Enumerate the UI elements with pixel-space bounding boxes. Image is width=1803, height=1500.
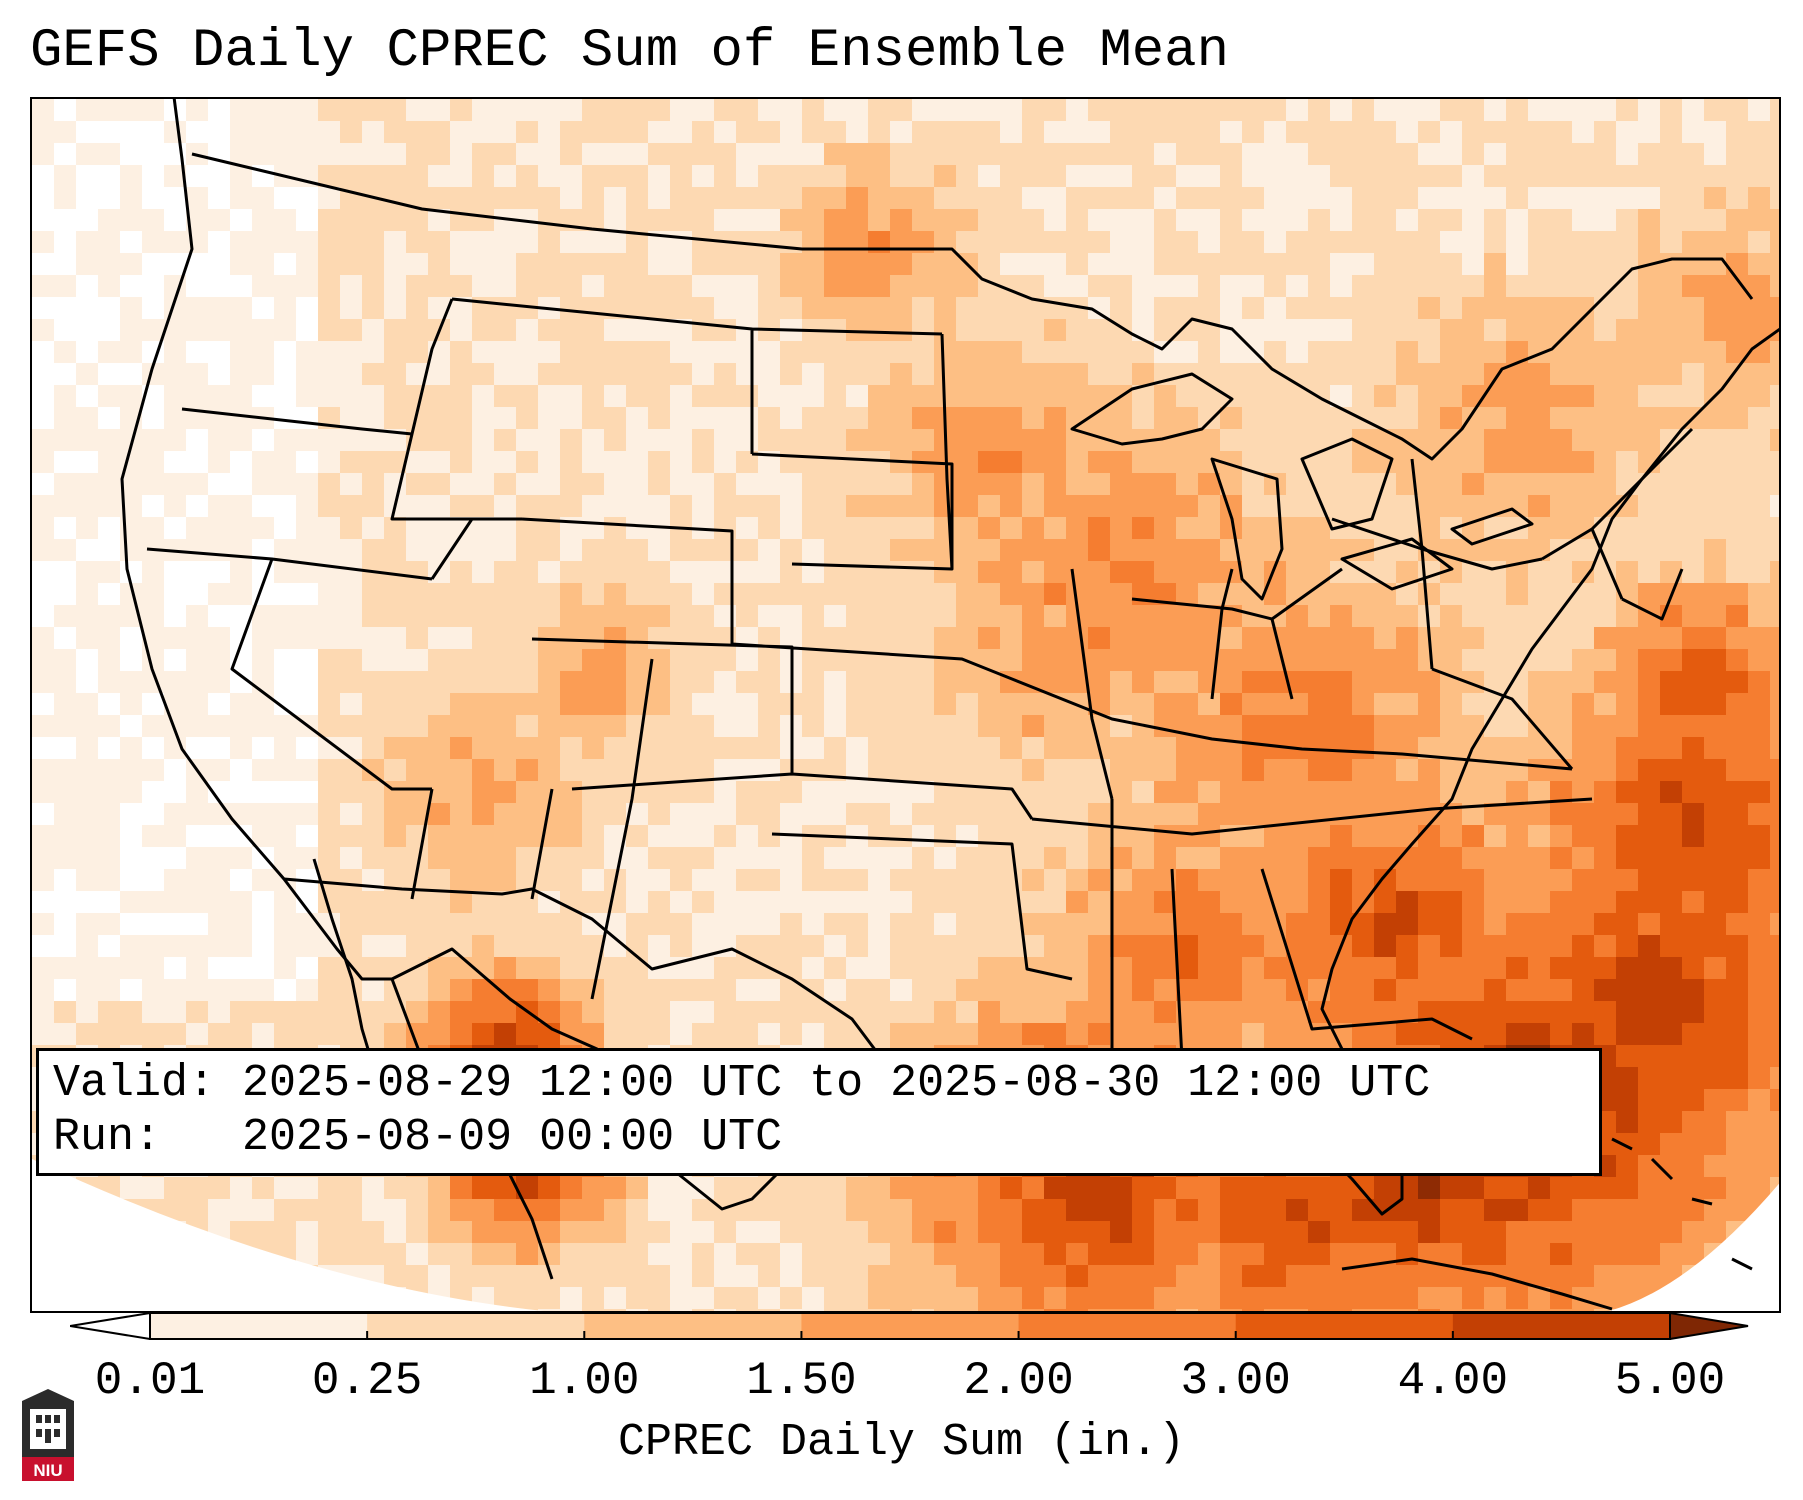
niu-logo-text: NIU bbox=[33, 1461, 62, 1480]
colorbar bbox=[70, 1312, 1749, 1340]
colorbar-label: CPREC Daily Sum (in.) bbox=[617, 1417, 1186, 1468]
map-title: GEFS Daily CPREC Sum of Ensemble Mean bbox=[30, 21, 1229, 82]
great-lakes bbox=[1070, 372, 1534, 601]
valid-value: 2025-08-29 12:00 UTC to 2025-08-30 12:00… bbox=[242, 1058, 1431, 1109]
colorbar-tick-label: 5.00 bbox=[1614, 1355, 1726, 1407]
colorbar-tick-label: 2.00 bbox=[963, 1355, 1074, 1407]
colorbar-ticks bbox=[149, 1331, 1671, 1340]
projection-edge-right bbox=[1608, 1183, 1779, 1311]
colorbar-tick-label: 3.00 bbox=[1180, 1355, 1291, 1407]
political-boundaries bbox=[120, 99, 1779, 1311]
niu-logo: NIU bbox=[22, 1389, 74, 1481]
precip-map-canvas bbox=[32, 99, 1779, 1311]
run-label: Run: bbox=[53, 1112, 162, 1163]
precip-map bbox=[30, 97, 1781, 1313]
colorbar-segment bbox=[1235, 1313, 1454, 1339]
colorbar-over-extension bbox=[1669, 1312, 1749, 1340]
colorbar-under-extension bbox=[70, 1312, 151, 1340]
colorbar-outline bbox=[149, 1312, 1671, 1340]
projection-edge-left bbox=[32, 1159, 545, 1311]
colorbar-segment bbox=[584, 1313, 802, 1339]
cuba bbox=[1341, 1257, 1613, 1311]
colorbar-segment bbox=[367, 1313, 585, 1339]
colorbar-tick-label: 0.25 bbox=[311, 1355, 423, 1407]
state-lines bbox=[146, 297, 1694, 1060]
run-value: 2025-08-09 00:00 UTC bbox=[242, 1112, 783, 1163]
colorbar-tick-label: 1.00 bbox=[529, 1355, 640, 1407]
colorbar-segment bbox=[801, 1313, 1020, 1339]
us-canada-border bbox=[191, 152, 1754, 461]
colorbar-tick-label: 4.00 bbox=[1397, 1355, 1509, 1407]
bahamas bbox=[1611, 1137, 1753, 1271]
us-mexico-border bbox=[283, 877, 894, 1090]
colorbar-segment bbox=[1452, 1313, 1671, 1339]
colorbar-segment bbox=[150, 1313, 368, 1339]
colorbar-segment bbox=[1018, 1313, 1237, 1339]
valid-run-info-box: Valid: 2025-08-29 12:00 UTC to 2025-08-3… bbox=[36, 1048, 1602, 1176]
colorbar-segments bbox=[70, 1312, 1749, 1340]
valid-label: Valid: bbox=[53, 1058, 216, 1109]
colorbar-tick-label: 0.01 bbox=[94, 1355, 206, 1407]
colorbar-tick-label: 1.50 bbox=[746, 1355, 857, 1407]
